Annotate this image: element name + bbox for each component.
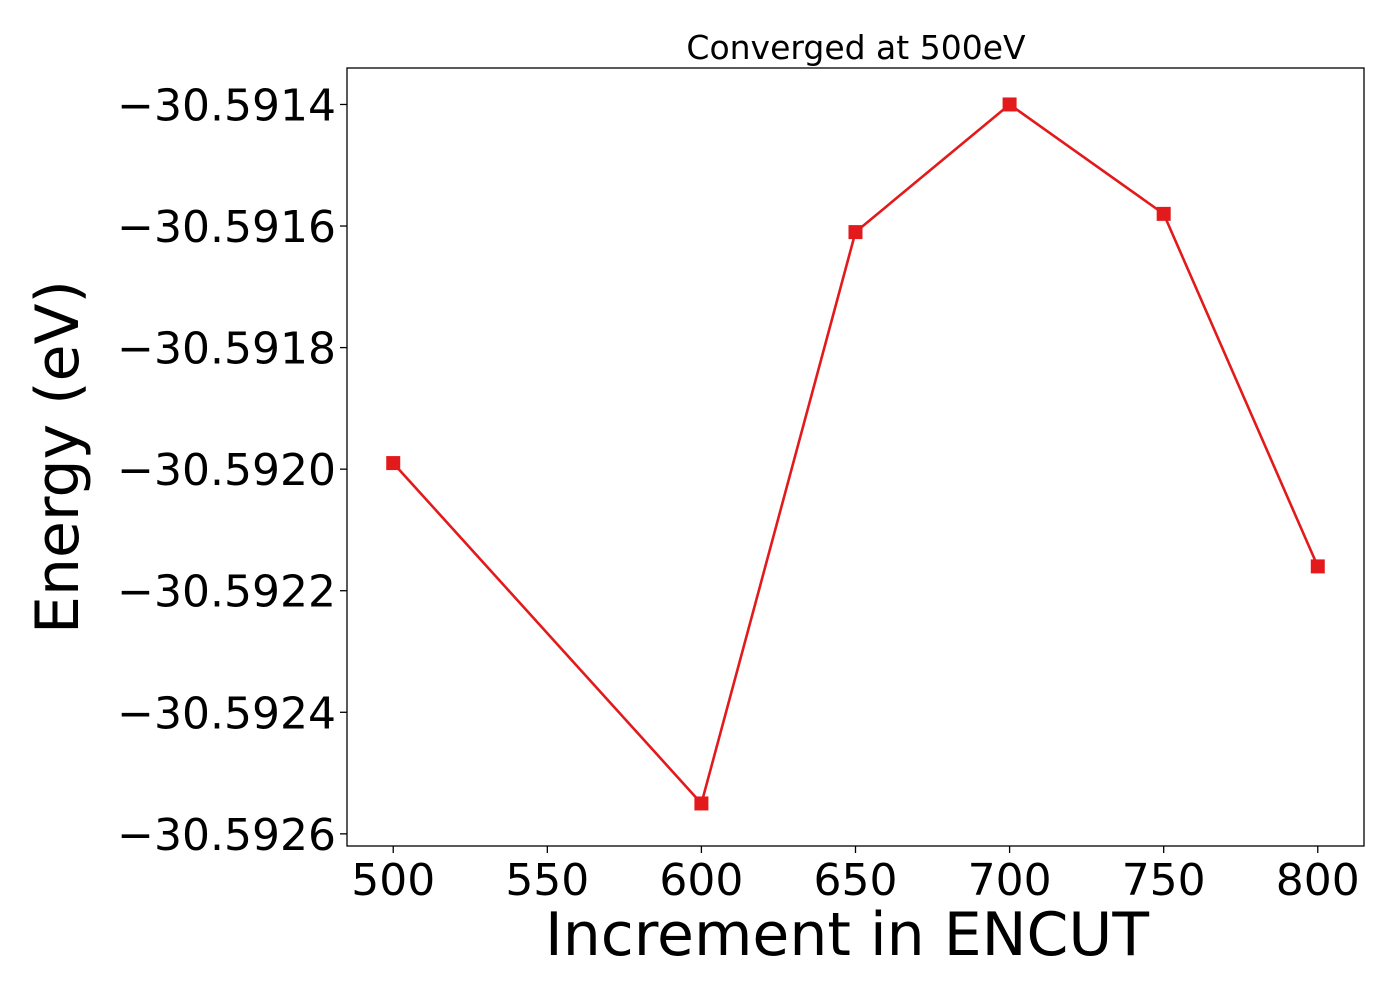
x-tick-label: 550 xyxy=(505,855,589,906)
x-tick-label: 500 xyxy=(351,855,435,906)
data-point-marker xyxy=(1310,559,1325,574)
data-point-marker xyxy=(1156,206,1171,221)
y-tick-label: −30.5924 xyxy=(117,688,336,739)
y-tick-label: −30.5922 xyxy=(117,567,336,618)
x-axis-label: Increment in ENCUT xyxy=(545,900,1149,970)
data-point-marker xyxy=(848,225,863,240)
y-tick-label: −30.5926 xyxy=(117,810,336,861)
y-axis-label: Energy (eV) xyxy=(23,280,93,634)
axis-ticks: 500 550 600 650 700 750 800 −30.5914 −30.5916 −30… xyxy=(117,80,1360,906)
y-tick-label: −30.5916 xyxy=(117,202,336,253)
y-tick-label: −30.5918 xyxy=(117,324,336,375)
x-tick-label: 700 xyxy=(968,855,1052,906)
data-point-marker xyxy=(386,456,401,471)
y-tick-label: −30.5914 xyxy=(117,80,336,131)
y-tick-label: −30.5920 xyxy=(117,445,336,496)
series-layer xyxy=(386,97,1325,811)
data-point-marker xyxy=(1002,97,1017,112)
x-tick-label: 750 xyxy=(1122,855,1206,906)
data-point-marker xyxy=(694,796,709,811)
x-tick-label: 800 xyxy=(1276,855,1360,906)
x-tick-label: 600 xyxy=(659,855,743,906)
chart-title: Converged at 500eV xyxy=(686,28,1026,67)
plot-area-frame xyxy=(346,67,1365,847)
series-line xyxy=(392,103,1319,805)
x-tick-label: 650 xyxy=(814,855,898,906)
